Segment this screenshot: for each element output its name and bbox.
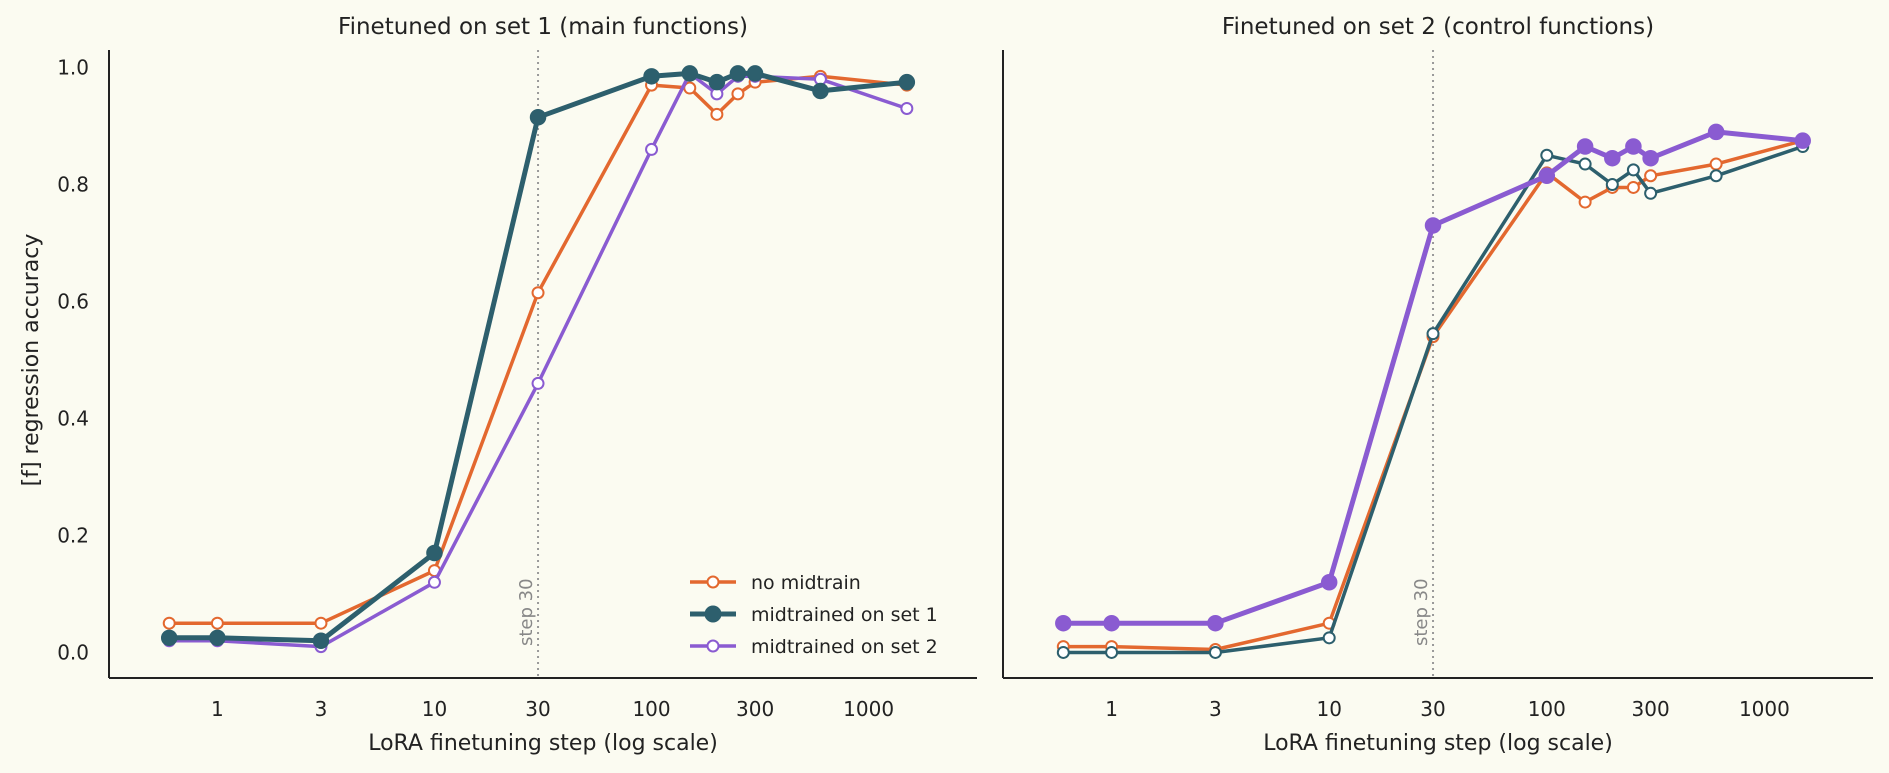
- series-line: [169, 70, 908, 644]
- data-point: [1207, 614, 1224, 632]
- step-30-annotation: step 30: [1411, 578, 1432, 646]
- y-tick-label: 0.2: [57, 523, 89, 547]
- data-point: [1626, 163, 1640, 177]
- data-point: [1707, 123, 1725, 141]
- legend-swatch-marker: [704, 605, 722, 623]
- data-point: [1105, 645, 1119, 659]
- y-tick-label: 0.0: [57, 640, 89, 664]
- data-point: [314, 616, 328, 630]
- data-point: [1578, 195, 1592, 209]
- x-tick-label: 3: [315, 697, 328, 721]
- data-point: [162, 616, 176, 630]
- data-point: [209, 629, 226, 647]
- series-midtrained-on-set-2: [162, 66, 914, 654]
- data-point: [731, 87, 745, 101]
- data-point: [1540, 148, 1554, 162]
- x-tick-label: 30: [1420, 697, 1445, 721]
- data-point: [1578, 157, 1592, 171]
- data-point: [1322, 631, 1336, 645]
- data-point: [426, 544, 443, 562]
- data-point: [1604, 149, 1621, 167]
- chart-panel-2: Finetuned on set 2 (control functions) 1 3…: [1002, 14, 1873, 756]
- data-point: [1605, 178, 1619, 192]
- data-point: [1642, 149, 1659, 167]
- data-point: [1424, 217, 1442, 234]
- data-point: [900, 101, 914, 115]
- data-point: [1056, 645, 1070, 659]
- data-point: [1644, 169, 1658, 183]
- legend-label: midtrained on set 1: [751, 604, 938, 626]
- series-line: [1063, 139, 1804, 652]
- data-point: [1794, 132, 1811, 149]
- x-tick-label: 10: [1316, 697, 1341, 721]
- data-point: [708, 73, 726, 91]
- legend-label: no midtrain: [751, 572, 861, 594]
- data-point: [1426, 327, 1440, 341]
- data-point: [312, 632, 330, 650]
- x-tick-label: 10: [422, 697, 447, 721]
- step-30-annotation: step 30: [516, 578, 537, 646]
- x-tick-label: 1000: [843, 697, 894, 721]
- x-axis-label: LoRA finetuning step (log scale): [368, 731, 718, 756]
- x-axis-label: LoRA finetuning step (log scale): [1263, 731, 1613, 756]
- series-line: [1063, 129, 1803, 626]
- data-point: [210, 616, 224, 630]
- y-tick-label: 0.4: [57, 406, 89, 430]
- chart-title: Finetuned on set 2 (control functions): [1222, 14, 1654, 40]
- data-point: [1709, 169, 1723, 183]
- data-point: [1538, 167, 1556, 185]
- data-point: [1644, 186, 1658, 200]
- series-midtrained-on-set-2: [1055, 123, 1811, 632]
- legend-swatch-marker: [706, 575, 720, 589]
- legend-swatch-marker: [706, 639, 720, 653]
- data-point: [1208, 645, 1222, 659]
- data-point: [1103, 614, 1120, 632]
- data-point: [746, 65, 764, 82]
- data-point: [1709, 157, 1723, 171]
- x-tick-label: 100: [1528, 697, 1566, 721]
- data-point: [643, 68, 660, 85]
- chart-panel-1: Finetuned on set 1 (main functions) 1 3 10 3…: [19, 14, 977, 756]
- series-midtrained-on-set-1: [160, 65, 916, 650]
- x-tick-label: 1: [211, 697, 224, 721]
- x-tick-label: 300: [1632, 697, 1670, 721]
- data-point: [1320, 574, 1338, 591]
- legend-label: midtrained on set 2: [751, 636, 938, 658]
- x-tick-label: 1000: [1739, 697, 1790, 721]
- data-point: [1576, 138, 1594, 155]
- series-line: [169, 74, 907, 625]
- data-point: [729, 65, 747, 82]
- y-axis-label: [f] regression accuracy: [19, 234, 44, 487]
- x-tick-label: 3: [1209, 697, 1222, 721]
- data-point: [1625, 138, 1642, 155]
- x-tick-label: 100: [632, 697, 670, 721]
- data-point: [531, 286, 545, 300]
- x-tick-label: 300: [736, 697, 774, 721]
- data-point: [160, 629, 178, 647]
- x-tick-label: 1: [1105, 697, 1118, 721]
- data-point: [812, 82, 829, 100]
- legend: no midtrain midtrained on set 1 midtrained…: [690, 572, 938, 658]
- data-point: [710, 107, 724, 121]
- y-tick-label: 0.6: [57, 290, 89, 314]
- data-point: [1055, 614, 1072, 632]
- data-point: [681, 65, 699, 82]
- y-tick-label: 0.8: [57, 173, 89, 197]
- data-point: [529, 109, 547, 126]
- data-point: [645, 142, 659, 156]
- data-point: [1626, 180, 1640, 194]
- data-point: [427, 575, 441, 589]
- data-point: [531, 376, 545, 390]
- data-point: [898, 73, 916, 91]
- series-no-midtrain: [162, 69, 914, 630]
- chart-title: Finetuned on set 1 (main functions): [338, 14, 748, 40]
- x-tick-label: 30: [525, 697, 550, 721]
- y-tick-label: 1.0: [57, 56, 89, 80]
